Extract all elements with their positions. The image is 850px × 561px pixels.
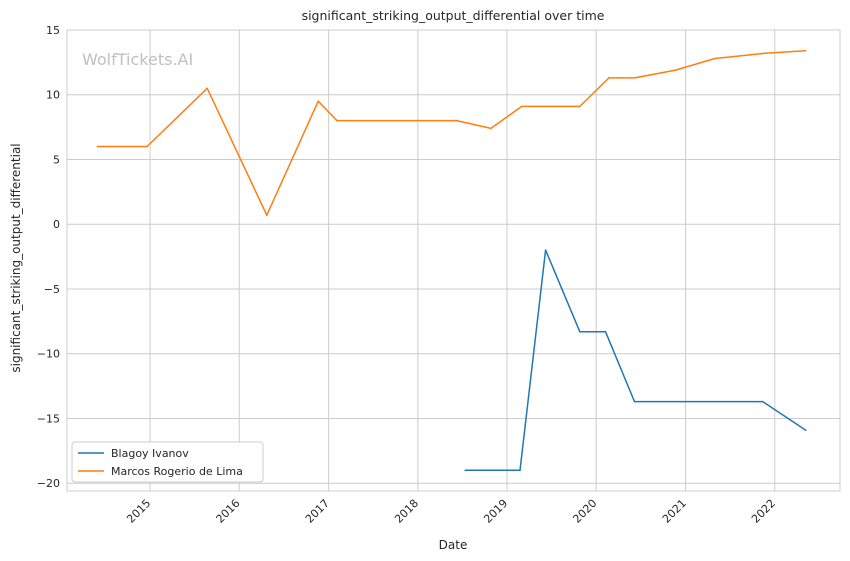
data-point-marcos-rogerio-de-lima xyxy=(633,77,636,79)
grid-lines xyxy=(67,29,840,491)
y-tick-label: 5 xyxy=(53,153,60,166)
chart-title: significant_striking_output_differential… xyxy=(302,8,605,23)
x-tick-label: 2016 xyxy=(214,497,243,526)
series-line-blagoy-ivanov xyxy=(465,249,807,472)
series-lines xyxy=(96,49,807,472)
data-point-marcos-rogerio-de-lima xyxy=(317,100,319,103)
data-point-blagoy-ivanov xyxy=(579,330,581,333)
y-tick-label: −15 xyxy=(37,412,60,425)
legend: Blagoy Ivanov Marcos Rogerio de Lima xyxy=(71,441,264,483)
data-point-blagoy-ivanov xyxy=(633,400,636,403)
x-tick-label: 2022 xyxy=(749,497,778,526)
x-tick-label: 2015 xyxy=(124,497,153,526)
data-point-marcos-rogerio-de-lima xyxy=(608,77,610,79)
data-point-marcos-rogerio-de-lima xyxy=(455,119,458,122)
legend-label-marcos-rogerio-de-lima: Marcos Rogerio de Lima xyxy=(111,465,243,478)
data-point-marcos-rogerio-de-lima xyxy=(804,49,807,52)
data-point-blagoy-ivanov xyxy=(544,249,547,251)
data-point-marcos-rogerio-de-lima xyxy=(336,119,338,122)
y-tick-label: 0 xyxy=(53,218,60,231)
x-tick-label: 2018 xyxy=(392,497,421,526)
y-tick-label: 15 xyxy=(46,24,60,37)
y-tick-label: −20 xyxy=(37,477,60,490)
data-point-marcos-rogerio-de-lima xyxy=(96,145,99,148)
data-point-marcos-rogerio-de-lima xyxy=(490,127,492,130)
x-tick-label: 2019 xyxy=(481,497,510,526)
data-point-blagoy-ivanov xyxy=(804,429,807,431)
data-point-blagoy-ivanov xyxy=(519,469,521,472)
legend-label-blagoy-ivanov: Blagoy Ivanov xyxy=(111,447,189,460)
x-tick-label: 2017 xyxy=(303,497,332,526)
plot-area-frame xyxy=(66,29,841,492)
data-point-marcos-rogerio-de-lima xyxy=(674,69,677,71)
data-point-marcos-rogerio-de-lima xyxy=(763,52,766,55)
data-point-marcos-rogerio-de-lima xyxy=(714,57,716,60)
y-axis-label: significant_striking_output_differential xyxy=(9,143,23,372)
legend-box xyxy=(71,441,264,483)
y-tick-label: −10 xyxy=(37,348,60,361)
data-point-marcos-rogerio-de-lima xyxy=(266,214,268,216)
data-point-blagoy-ivanov xyxy=(464,469,467,472)
watermark: WolfTickets.AI xyxy=(82,50,193,69)
data-point-marcos-rogerio-de-lima xyxy=(579,105,581,108)
series-line-marcos-rogerio-de-lima xyxy=(97,49,806,216)
x-tick-label: 2020 xyxy=(570,497,599,526)
y-tick-label: −5 xyxy=(44,283,60,296)
data-point-marcos-rogerio-de-lima xyxy=(146,145,148,148)
data-point-marcos-rogerio-de-lima xyxy=(520,105,523,108)
x-tick-label: 2021 xyxy=(660,497,689,526)
y-tick-label: 10 xyxy=(46,89,60,102)
data-point-blagoy-ivanov xyxy=(604,330,607,333)
data-point-blagoy-ivanov xyxy=(761,400,764,403)
data-point-marcos-rogerio-de-lima xyxy=(206,87,209,90)
x-axis-label: Date xyxy=(439,538,468,552)
